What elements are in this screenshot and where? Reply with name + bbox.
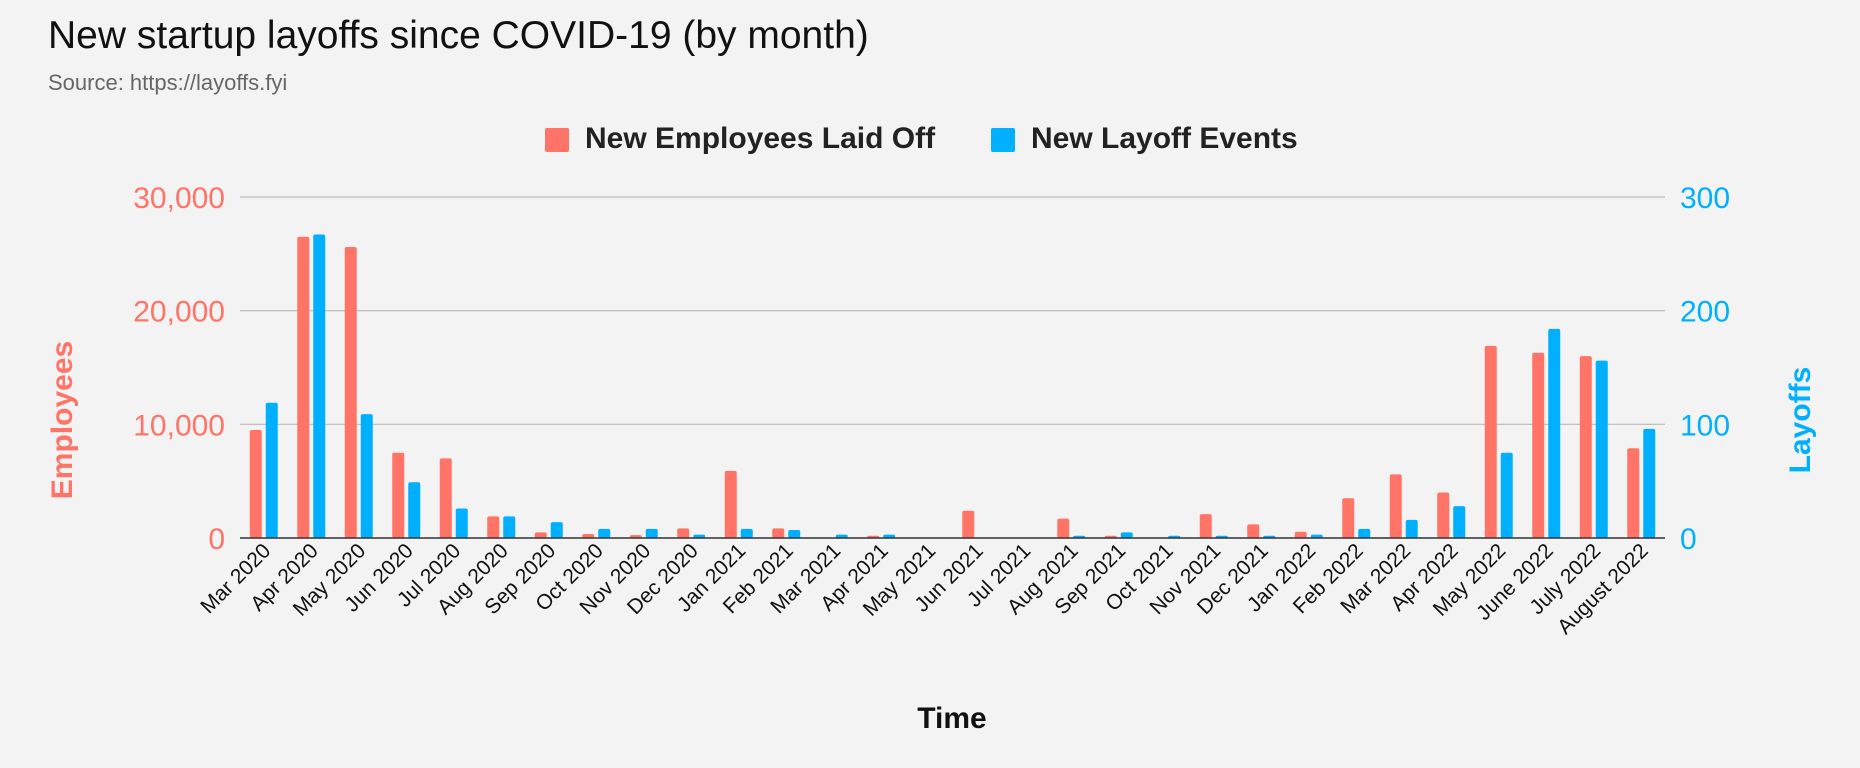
bar-layoff-events <box>360 414 373 538</box>
bar-layoff-events <box>788 530 801 538</box>
left-axis-ticks: 0 10,000 20,000 30,000 <box>133 182 225 556</box>
bar-layoff-events <box>1643 428 1656 538</box>
bar-layoff-events <box>1500 452 1513 538</box>
bar-layoff-events <box>1120 532 1133 538</box>
bar-employees-laid-off <box>1532 352 1545 538</box>
y-axis-label-left: Employees <box>46 341 79 499</box>
bar-employees-laid-off <box>582 534 595 538</box>
bar-layoff-events <box>598 528 611 538</box>
right-axis-ticks: 0 100 200 300 <box>1680 182 1730 556</box>
bar-employees-laid-off <box>344 247 357 538</box>
bar-employees-laid-off <box>1199 514 1212 538</box>
bar-employees-laid-off <box>297 236 310 539</box>
bar-layoff-events <box>1310 534 1323 538</box>
bar-employees-laid-off <box>724 470 737 538</box>
bar-layoff-events <box>740 528 753 538</box>
bar-employees-laid-off <box>962 510 975 538</box>
legend: New Employees Laid Off New Layoff Events <box>545 122 1298 155</box>
bar-layoff-events <box>265 402 278 538</box>
bar-layoff-events <box>645 528 658 538</box>
legend-swatch-employees <box>545 128 569 152</box>
bar-employees-laid-off <box>1437 492 1450 538</box>
bar-layoff-events <box>693 534 706 538</box>
chart-subtitle: Source: https://layoffs.fyi <box>48 70 288 95</box>
x-axis-label: Time <box>917 702 986 735</box>
bar-employees-laid-off <box>772 528 785 538</box>
bar-layoff-events <box>313 234 326 538</box>
legend-label-employees: New Employees Laid Off <box>585 122 936 155</box>
bar-employees-laid-off <box>1627 448 1640 538</box>
bar-layoff-events <box>503 516 516 538</box>
left-tick-label: 20,000 <box>133 296 225 329</box>
bar-layoff-events <box>455 508 468 538</box>
bar-layoff-events <box>550 522 563 538</box>
bar-employees-laid-off <box>439 458 452 538</box>
gridlines <box>240 196 1665 425</box>
bar-employees-laid-off <box>534 532 547 538</box>
bar-layoff-events <box>835 534 848 538</box>
left-tick-label: 10,000 <box>133 409 225 442</box>
bar-employees-laid-off <box>1389 474 1402 538</box>
bar-layoff-events <box>1358 528 1371 538</box>
y-axis-label-right: Layoffs <box>1784 367 1817 474</box>
bar-layoff-events <box>1453 506 1466 538</box>
left-tick-label: 30,000 <box>133 182 225 215</box>
right-tick-label: 0 <box>1680 523 1697 556</box>
right-tick-label: 100 <box>1680 409 1730 442</box>
legend-label-layoff-events: New Layoff Events <box>1031 122 1298 155</box>
bar-layoff-events <box>883 534 896 538</box>
left-tick-label: 0 <box>208 523 225 556</box>
bar-employees-laid-off <box>392 452 405 538</box>
legend-swatch-layoff-events <box>991 128 1015 152</box>
bar-employees-laid-off <box>677 528 690 538</box>
right-tick-label: 200 <box>1680 296 1730 329</box>
bar-employees-laid-off <box>1294 531 1307 538</box>
bar-employees-laid-off <box>1579 356 1592 538</box>
bar-employees-laid-off <box>1342 498 1355 538</box>
right-tick-label: 300 <box>1680 182 1730 215</box>
bar-layoff-events <box>1405 519 1418 538</box>
bar-layoff-events <box>408 482 421 538</box>
bars <box>249 234 1656 539</box>
chart-title: New startup layoffs since COVID-19 (by m… <box>48 14 869 57</box>
bar-employees-laid-off <box>1247 524 1260 538</box>
bar-employees-laid-off <box>487 516 500 538</box>
bar-employees-laid-off <box>249 430 262 538</box>
bar-layoff-events <box>1548 328 1561 538</box>
bar-layoff-events <box>1595 360 1608 538</box>
bar-employees-laid-off <box>1484 345 1497 538</box>
bar-employees-laid-off <box>1057 518 1070 538</box>
